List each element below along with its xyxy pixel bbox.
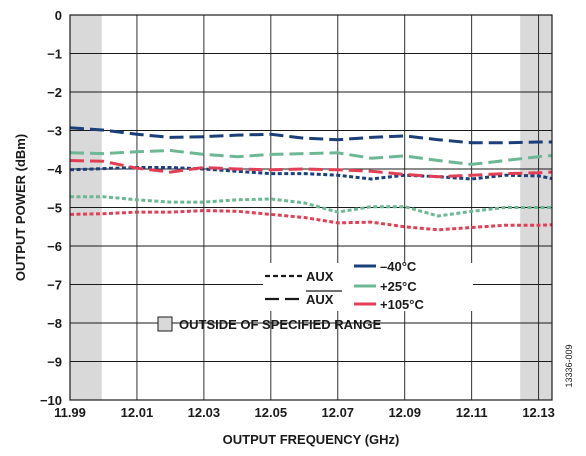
y-tick-label: −2 — [47, 85, 62, 100]
y-axis-title: OUTPUT POWER (dBm) — [13, 134, 28, 281]
y-tick-label: −4 — [47, 162, 63, 177]
legend-label-plus25: +25°C — [380, 279, 417, 294]
x-tick-label: 12.11 — [456, 405, 488, 420]
x-tick-label: 12.13 — [522, 405, 555, 420]
legend-label-aux-bar: AUX — [306, 292, 334, 307]
grid — [69, 14, 552, 401]
x-tick-labels: 11.99 12.01 12.03 12.05 12.07 12.09 12.11 12.13 — [54, 405, 555, 420]
y-tick-label: −5 — [47, 201, 62, 216]
y-tick-label: −6 — [47, 239, 62, 254]
legend: AUX AUX –40°C +25°C +105°C OUTSIDE OF SP… — [157, 259, 473, 332]
y-tick-label: −3 — [47, 124, 62, 139]
legend-label-minus40: –40°C — [380, 259, 417, 274]
figure-id: 13336-009 — [564, 344, 574, 387]
legend-label-aux: AUX — [306, 269, 334, 284]
y-tick-label: 0 — [55, 8, 62, 23]
x-tick-label: 12.05 — [255, 405, 288, 420]
x-tick-label: 11.99 — [54, 405, 86, 420]
series-lines — [69, 126, 553, 232]
y-tick-label: −8 — [47, 316, 62, 331]
legend-shaded-swatch — [157, 316, 173, 332]
series-line-minus40-aux — [69, 166, 553, 181]
x-tick-label: 12.03 — [188, 405, 221, 420]
legend-label-plus105: +105°C — [380, 297, 424, 312]
y-tick-label: −7 — [47, 278, 62, 293]
series-line-plus105-aux — [69, 209, 553, 232]
x-tick-label: 12.07 — [322, 405, 355, 420]
x-axis-title: OUTPUT FREQUENCY (GHz) — [223, 432, 400, 447]
legend-label-outside-range: OUTSIDE OF SPECIFIED RANGE — [179, 317, 382, 332]
y-tick-label: −9 — [47, 355, 62, 370]
series-line-minus40-aux-bar — [69, 126, 552, 145]
y-tick-labels: 0 −1 −2 −3 −4 −5 −6 −7 −8 −9 −10 — [40, 8, 63, 408]
series-line-plus25-aux-bar — [69, 149, 553, 166]
y-tick-label: −1 — [47, 47, 62, 62]
x-tick-label: 12.01 — [121, 405, 154, 420]
series-line-plus105-aux-bar — [69, 159, 553, 179]
y-tick-label: −10 — [40, 393, 62, 408]
x-tick-label: 12.09 — [388, 405, 421, 420]
plot-frame — [69, 14, 553, 401]
